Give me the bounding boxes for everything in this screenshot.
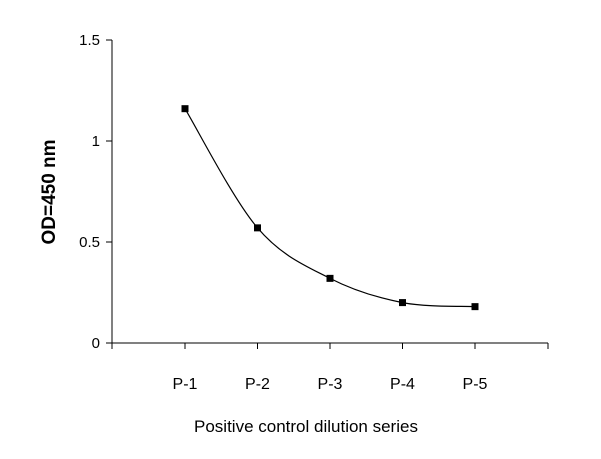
y-tick-label: 1 [92,133,100,150]
data-point-marker [471,303,479,311]
y-tick-label: 0 [92,335,100,352]
y-tick-label: 0.5 [79,234,100,251]
data-point-marker [399,299,406,307]
x-axis-title: Positive control dilution series [194,417,418,436]
x-category-label: P-4 [390,376,415,393]
x-category-label: P-5 [463,376,488,393]
axes [111,40,548,344]
data-point-marker [326,274,334,282]
y-tick-label: 1.5 [79,32,100,49]
series-curve-layer [184,108,476,308]
data-point-marker [254,224,261,232]
y-axis-title: OD=450 nm [39,139,60,244]
series-markers-layer [181,105,479,311]
data-point-marker [181,105,189,113]
x-category-label: P-2 [245,376,270,393]
x-category-label: P-1 [173,376,198,393]
x-category-label: P-3 [318,376,343,393]
series-line [184,108,476,308]
ticks: 0 0.5 1 1.5 P-1 P-2 P-3 P-4 P-5 [79,32,549,393]
